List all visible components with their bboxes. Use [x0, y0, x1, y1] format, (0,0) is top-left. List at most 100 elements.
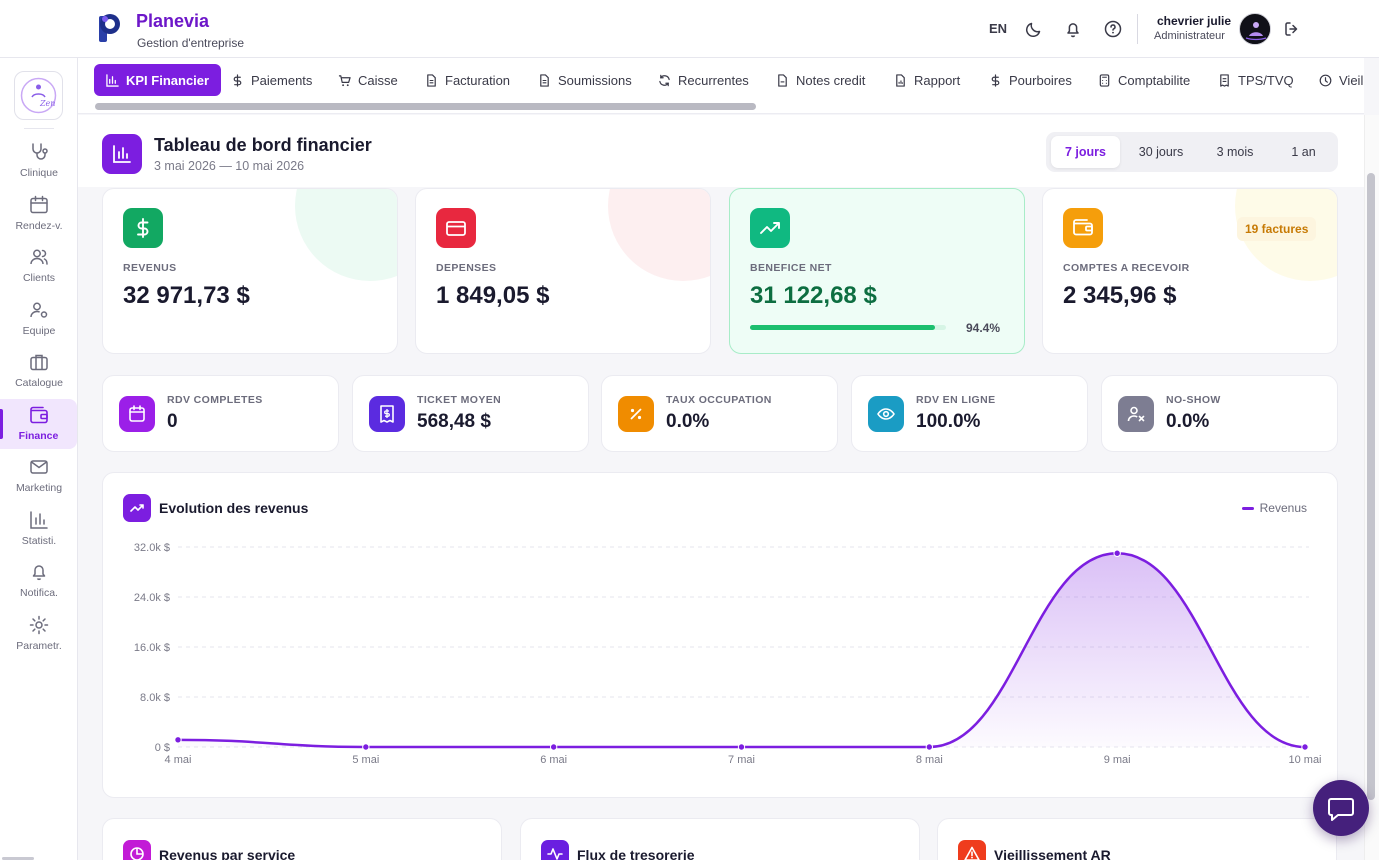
mini-kpi-label: NO-SHOW [1166, 394, 1221, 406]
mini-kpi-label: RDV COMPLETES [167, 394, 263, 406]
tab-notes-credit[interactable]: Notes credit [764, 64, 877, 96]
sidebar-item-clinique[interactable]: Clinique [0, 141, 78, 191]
calendar-icon [119, 396, 155, 432]
tab-rapport[interactable]: Rapport [882, 64, 972, 96]
dollar-icon [123, 208, 163, 248]
mini-kpi-value: 0.0% [666, 411, 710, 432]
logout-icon[interactable] [1282, 19, 1302, 39]
avatar[interactable] [1239, 13, 1271, 45]
x-tick-label: 5 mai [352, 754, 379, 766]
range-3-months[interactable]: 3 mois [1216, 145, 1254, 159]
sidebar-item-statistiques[interactable]: Statisti. [0, 509, 78, 559]
profit-progress-fill [750, 325, 936, 330]
sidebar-item-label: Catalogue [15, 377, 63, 389]
tabs-scrollbar[interactable] [95, 103, 756, 110]
sidebar-item-marketing[interactable]: Marketing [0, 456, 78, 506]
tab-vieillissement[interactable]: Vieil [1307, 64, 1364, 96]
mini-kpi-label: RDV EN LIGNE [916, 394, 996, 406]
document-chart-icon [896, 73, 905, 87]
sidebar-item-label: Rendez-v. [15, 220, 63, 232]
bell-icon[interactable] [1063, 19, 1083, 39]
sidebar-item-catalogue[interactable]: Catalogue [0, 351, 78, 401]
bar-chart-icon [30, 511, 48, 529]
sidebar-item-clients[interactable]: Clients [0, 246, 78, 296]
wallet-icon [29, 406, 48, 424]
card-revenus-par-service: Revenus par service [102, 818, 502, 860]
warning-icon [958, 840, 986, 860]
mail-icon [30, 460, 48, 474]
moon-icon[interactable] [1024, 19, 1044, 39]
tab-tps-tvq[interactable]: TPS/TVQ [1206, 64, 1306, 96]
range-7-days[interactable]: 7 jours [1051, 136, 1120, 168]
language-toggle[interactable]: EN [989, 21, 1008, 36]
help-icon[interactable] [1103, 19, 1123, 39]
range-30-days[interactable]: 30 jours [1138, 145, 1184, 159]
revenue-area-fill [178, 553, 1305, 747]
tab-label: Rapport [914, 72, 961, 88]
x-tick-label: 6 mai [540, 754, 567, 766]
kpi-label: BENEFICE NET [750, 262, 832, 274]
tab-kpi-financier[interactable]: KPI Financier [94, 64, 222, 96]
tab-label: Notes credit [796, 72, 866, 88]
tab-caisse[interactable]: Caisse [326, 64, 410, 96]
tab-recurrentes[interactable]: Recurrentes [646, 64, 761, 96]
mini-kpi-rdv-en-ligne: RDV EN LIGNE 100.0% [851, 375, 1088, 452]
kpi-card-benefice-net: BENEFICE NET 31 122,68 $ 94.4% [729, 188, 1025, 354]
bell-icon [32, 565, 46, 581]
chart-title: Evolution des revenus [159, 500, 309, 516]
profit-progress-bar [750, 325, 946, 330]
kpi-value: 1 849,05 $ [436, 282, 550, 309]
revenue-point [1301, 743, 1309, 751]
brand-subtitle: Gestion d'entreprise [137, 36, 245, 50]
revenue-area-chart: 0 $ 8.0k $ 16.0k $ 24.0k $ 32.0k $ 4 mai 5 mai… [134, 542, 1322, 766]
sidebar-item-label: Finance [18, 430, 59, 442]
y-tick-label: 0 $ [155, 742, 170, 754]
tab-label: KPI Financier [126, 72, 210, 88]
revenue-point [925, 743, 934, 751]
revenue-point [737, 743, 746, 751]
page-date-range: 3 mai 2026 — 10 mai 2026 [154, 159, 305, 173]
mini-kpi-rdv-completes: RDV COMPLETES 0 [102, 375, 339, 452]
sidebar-item-label: Equipe [22, 325, 56, 337]
planevia-logo-icon[interactable] [96, 12, 124, 44]
chart-legend[interactable]: Revenus [1241, 501, 1307, 515]
chat-icon [1328, 798, 1354, 821]
invoices-badge[interactable]: 19 factures [1237, 217, 1317, 241]
sidebar-scrollbar[interactable] [2, 857, 34, 860]
pie-chart-icon [123, 840, 151, 860]
mini-kpi-value: 100.0% [916, 411, 981, 432]
revenue-line [177, 551, 1306, 749]
sidebar-item-finance[interactable]: Finance [0, 399, 77, 449]
x-tick-label: 10 mai [1288, 754, 1321, 766]
sidebar-item-label: Notifica. [20, 587, 58, 599]
tab-soumissions[interactable]: Soumissions [526, 64, 644, 96]
profit-percent: 94.4% [966, 321, 1001, 335]
brand-name: Planevia [136, 11, 210, 31]
mini-kpi-ticket-moyen: TICKET MOYEN 568,48 $ [352, 375, 589, 452]
clinic-logo[interactable]: Zen [14, 71, 63, 120]
page-header: Tableau de bord financier 3 mai 2026 — 1… [78, 115, 1364, 187]
tab-comptabilite[interactable]: Comptabilite [1086, 64, 1202, 96]
chat-button[interactable] [1313, 780, 1369, 836]
sidebar-item-label: Marketing [15, 482, 63, 494]
user-name: chevrier julie [1157, 14, 1232, 28]
stethoscope-icon [32, 143, 48, 160]
sidebar-item-equipe[interactable]: Equipe [0, 299, 78, 349]
tab-label: Caisse [358, 72, 398, 88]
header-divider [1137, 14, 1138, 44]
sidebar-item-parametres[interactable]: Parametr. [0, 614, 78, 664]
tab-facturation[interactable]: Facturation [413, 64, 522, 96]
sidebar-item-rendez-vous[interactable]: Rendez-v. [0, 194, 78, 244]
wallet-icon [1063, 208, 1103, 248]
zen-lotus-icon: Zen [20, 77, 57, 114]
page-title: Tableau de bord financier [154, 135, 372, 155]
page-scrollbar-thumb[interactable] [1367, 173, 1375, 800]
range-1-year[interactable]: 1 an [1291, 145, 1316, 159]
tab-paiements[interactable]: Paiements [219, 64, 324, 96]
range-selector: 7 jours 30 jours 3 mois 1 an [1046, 132, 1338, 172]
sidebar-item-notifications[interactable]: Notifica. [0, 561, 78, 611]
legend-swatch [1241, 506, 1254, 510]
kpi-value: 31 122,68 $ [750, 282, 877, 309]
calculator-icon [1099, 73, 1110, 87]
tab-pourboires[interactable]: Pourboires [977, 64, 1084, 96]
